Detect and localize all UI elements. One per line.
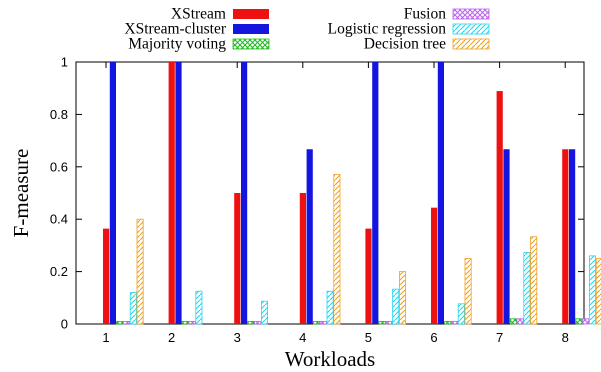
bar-logistic-regression-workload-8 <box>589 255 597 325</box>
x-tick-label: 1 <box>102 330 109 345</box>
bar-logistic-regression-workload-3 <box>260 300 268 325</box>
y-tick-label: 0.4 <box>50 212 68 227</box>
bar-xstream-cluster-workload-8 <box>569 149 576 324</box>
legend-label: Decision tree <box>364 36 446 53</box>
bar-logistic-regression-workload-5 <box>392 288 400 325</box>
x-tick-label: 6 <box>430 330 437 345</box>
legend-label: Logistic regression <box>328 21 447 38</box>
bar-majority-voting-workload-1 <box>116 320 124 325</box>
bar-majority-voting-workload-2 <box>181 320 189 325</box>
bar-fusion-workload-8 <box>582 318 590 325</box>
bar-decision-tree-workload-5 <box>398 271 406 325</box>
y-tick-label: 0.6 <box>50 159 68 174</box>
y-axis-title: F-measure <box>9 149 33 238</box>
bar-decision-tree-workload-7 <box>530 236 538 325</box>
y-tick-label: 0.2 <box>50 264 68 279</box>
bar-xstream-workload-8 <box>562 149 569 324</box>
bar-xstream-cluster-workload-7 <box>503 149 510 324</box>
bar-logistic-regression-workload-4 <box>326 290 334 325</box>
bar-xstream-workload-3 <box>234 193 241 324</box>
bar-majority-voting-workload-6 <box>444 320 452 325</box>
bar-majority-voting-workload-3 <box>247 320 255 325</box>
bar-fusion-workload-7 <box>516 318 524 325</box>
bar-xstream-cluster-workload-5 <box>372 62 379 324</box>
legend-label: XStream <box>171 6 226 23</box>
bar-fusion-workload-3 <box>254 320 262 325</box>
y-tick-label: 0.8 <box>50 107 68 122</box>
bar-majority-voting-workload-8 <box>575 318 583 325</box>
legend-label: XStream-cluster <box>124 21 226 38</box>
bar-xstream-workload-1 <box>103 228 110 324</box>
bar-logistic-regression-workload-6 <box>457 303 465 325</box>
bar-fusion-workload-6 <box>450 320 458 325</box>
legend-swatch <box>232 38 270 50</box>
bar-logistic-regression-workload-2 <box>195 290 203 325</box>
bar-xstream-workload-5 <box>365 228 372 324</box>
bar-fusion-workload-4 <box>319 320 327 325</box>
bar-majority-voting-workload-4 <box>312 320 320 325</box>
legend-label: Fusion <box>404 6 446 23</box>
bar-decision-tree-workload-1 <box>136 218 144 325</box>
bar-fusion-workload-1 <box>123 320 131 325</box>
bar-xstream-workload-4 <box>299 193 306 324</box>
legend-swatch <box>452 8 490 20</box>
legend-swatch <box>233 9 269 19</box>
x-tick-label: 5 <box>365 330 372 345</box>
x-tick-label: 8 <box>562 330 569 345</box>
x-axis-title: Workloads <box>285 347 375 371</box>
x-tick-label: 7 <box>496 330 503 345</box>
bar-xstream-workload-2 <box>168 62 175 324</box>
legend-swatch <box>233 24 269 34</box>
legend-label: Majority voting <box>128 36 226 53</box>
bar-majority-voting-workload-5 <box>378 320 386 325</box>
bar-decision-tree-workload-4 <box>333 173 341 325</box>
bar-logistic-regression-workload-7 <box>523 252 531 325</box>
x-tick-label: 4 <box>299 330 306 345</box>
bar-fusion-workload-2 <box>188 320 196 325</box>
bar-xstream-workload-6 <box>431 207 438 324</box>
bar-majority-voting-workload-7 <box>509 318 517 325</box>
bar-xstream-cluster-workload-6 <box>437 62 444 324</box>
bar-xstream-cluster-workload-1 <box>109 62 116 324</box>
y-tick-label: 0 <box>61 317 68 332</box>
bar-xstream-cluster-workload-2 <box>175 62 182 324</box>
x-tick-label: 3 <box>234 330 241 345</box>
bar-xstream-cluster-workload-3 <box>241 62 248 324</box>
bars-group <box>103 62 601 325</box>
legend-swatch <box>452 23 490 35</box>
y-axis: 0 0.2 0.4 0.6 0.8 1 <box>50 55 584 332</box>
bar-xstream-workload-7 <box>496 91 503 324</box>
bar-decision-tree-workload-6 <box>464 258 472 325</box>
bar-fusion-workload-5 <box>385 320 393 325</box>
legend-swatch <box>452 38 490 50</box>
y-tick-label: 1 <box>61 55 68 70</box>
bar-decision-tree-workload-8 <box>595 258 601 325</box>
bar-logistic-regression-workload-1 <box>129 292 137 325</box>
x-tick-label: 2 <box>168 330 175 345</box>
bar-xstream-cluster-workload-4 <box>306 149 313 324</box>
